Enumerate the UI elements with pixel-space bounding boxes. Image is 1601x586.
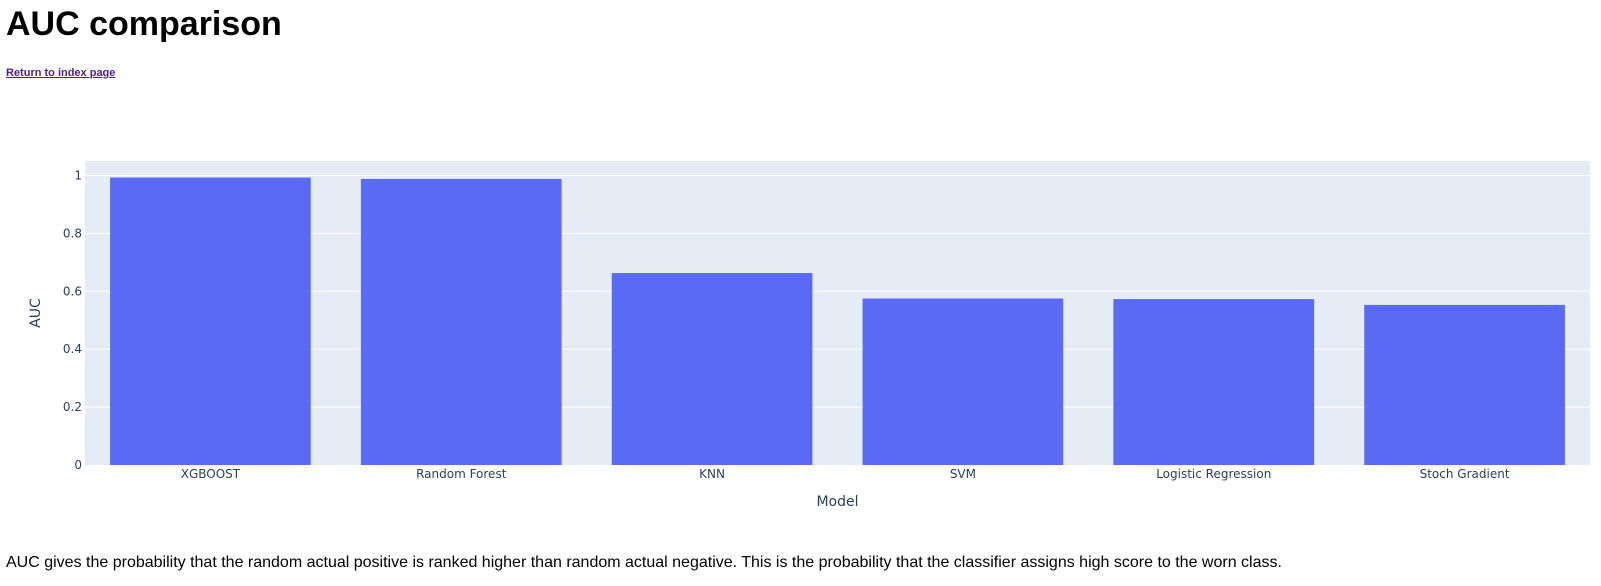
y-tick-labels: 0 0.2 0.4 0.6 0.8 1 bbox=[63, 168, 82, 472]
gridlines bbox=[85, 174, 1590, 408]
y-tick-label: 0.8 bbox=[63, 226, 82, 240]
bar-logistic-regression[interactable] bbox=[1113, 299, 1315, 465]
chart-svg: 0 0.2 0.4 0.6 0.8 1 XGBOOST Random Forest KNN SV… bbox=[28, 161, 1590, 510]
x-tick-label: XGBOOST bbox=[181, 467, 241, 481]
page-title: AUC comparison bbox=[6, 5, 282, 43]
y-tick-label: 0.6 bbox=[63, 284, 82, 298]
x-tick-labels: XGBOOST Random Forest KNN SVM Logistic Regre… bbox=[181, 467, 1510, 481]
x-tick-label: KNN bbox=[699, 467, 725, 481]
bar-svm[interactable] bbox=[862, 298, 1064, 465]
y-axis-title: AUC bbox=[28, 298, 44, 328]
bar-xgboost[interactable] bbox=[110, 177, 311, 465]
y-tick-label: 1 bbox=[74, 168, 82, 182]
x-tick-label: Logistic Regression bbox=[1156, 467, 1271, 481]
auc-description: AUC gives the probability that the rando… bbox=[6, 554, 1282, 571]
bar-knn[interactable] bbox=[611, 273, 813, 465]
x-tick-label: Stoch Gradient bbox=[1420, 467, 1510, 481]
plot-background bbox=[85, 161, 1590, 465]
bar-stoch-gradient[interactable] bbox=[1364, 304, 1565, 465]
x-tick-label: Random Forest bbox=[416, 467, 507, 481]
return-to-index-link[interactable]: Return to index page bbox=[6, 67, 116, 79]
x-axis-title: Model bbox=[816, 494, 858, 510]
y-tick-label: 0.4 bbox=[63, 342, 82, 356]
bar-random-forest[interactable] bbox=[360, 178, 562, 465]
bars bbox=[110, 177, 1565, 465]
x-tick-label: SVM bbox=[950, 467, 976, 481]
auc-bar-chart: 0 0.2 0.4 0.6 0.8 1 XGBOOST Random Forest KNN SV… bbox=[0, 150, 1601, 530]
y-tick-label: 0 bbox=[74, 458, 82, 472]
y-tick-label: 0.2 bbox=[63, 400, 82, 414]
